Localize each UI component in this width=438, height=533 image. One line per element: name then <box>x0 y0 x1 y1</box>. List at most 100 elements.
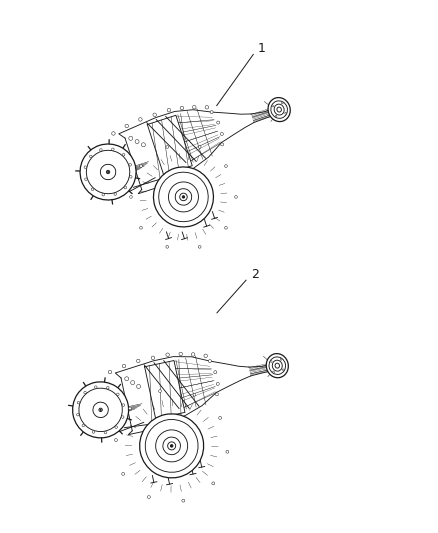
Ellipse shape <box>125 124 128 128</box>
Ellipse shape <box>80 144 136 200</box>
Ellipse shape <box>163 437 180 455</box>
Ellipse shape <box>112 132 115 135</box>
Ellipse shape <box>166 353 170 357</box>
Ellipse shape <box>272 105 273 107</box>
Ellipse shape <box>112 148 114 150</box>
Ellipse shape <box>215 393 219 396</box>
Ellipse shape <box>205 106 208 109</box>
Ellipse shape <box>175 189 192 205</box>
Ellipse shape <box>148 496 150 498</box>
Ellipse shape <box>137 359 140 363</box>
Ellipse shape <box>79 388 122 432</box>
Ellipse shape <box>82 424 85 427</box>
Ellipse shape <box>274 104 284 115</box>
Ellipse shape <box>225 165 227 167</box>
Ellipse shape <box>100 164 116 180</box>
Ellipse shape <box>272 360 282 371</box>
Ellipse shape <box>122 154 125 156</box>
Ellipse shape <box>210 110 213 114</box>
Ellipse shape <box>141 143 145 147</box>
Ellipse shape <box>277 107 281 112</box>
Ellipse shape <box>180 106 184 110</box>
Ellipse shape <box>125 377 129 381</box>
Ellipse shape <box>100 409 101 410</box>
Ellipse shape <box>275 115 277 117</box>
Ellipse shape <box>220 133 223 135</box>
Ellipse shape <box>129 407 131 410</box>
Ellipse shape <box>153 167 213 227</box>
Ellipse shape <box>282 102 283 104</box>
Ellipse shape <box>217 121 220 124</box>
Ellipse shape <box>99 408 102 411</box>
Ellipse shape <box>131 381 134 385</box>
Ellipse shape <box>106 171 110 174</box>
Ellipse shape <box>204 354 208 358</box>
Ellipse shape <box>266 353 288 378</box>
Ellipse shape <box>168 442 176 450</box>
Ellipse shape <box>84 166 87 168</box>
Ellipse shape <box>107 172 109 173</box>
Ellipse shape <box>198 146 201 148</box>
Ellipse shape <box>86 150 130 193</box>
Ellipse shape <box>122 404 124 406</box>
Ellipse shape <box>130 196 132 198</box>
Ellipse shape <box>166 146 169 148</box>
Ellipse shape <box>95 386 97 389</box>
Ellipse shape <box>198 246 201 248</box>
Ellipse shape <box>235 196 237 198</box>
Ellipse shape <box>275 363 279 368</box>
Ellipse shape <box>280 358 282 360</box>
Ellipse shape <box>271 101 287 118</box>
Ellipse shape <box>121 416 124 418</box>
Ellipse shape <box>216 383 219 385</box>
Ellipse shape <box>135 140 139 143</box>
Ellipse shape <box>219 416 222 419</box>
Ellipse shape <box>89 155 92 158</box>
Ellipse shape <box>193 106 196 109</box>
Ellipse shape <box>140 165 142 167</box>
Text: 2: 2 <box>251 269 259 281</box>
Ellipse shape <box>225 227 227 229</box>
Ellipse shape <box>130 175 132 178</box>
Ellipse shape <box>169 182 198 212</box>
Ellipse shape <box>129 136 133 140</box>
Ellipse shape <box>77 401 80 404</box>
Ellipse shape <box>140 227 142 229</box>
Ellipse shape <box>182 196 185 198</box>
Ellipse shape <box>151 356 155 360</box>
Ellipse shape <box>159 172 208 222</box>
Ellipse shape <box>92 431 95 433</box>
Ellipse shape <box>182 499 185 502</box>
Ellipse shape <box>122 472 124 475</box>
Ellipse shape <box>221 143 224 146</box>
Ellipse shape <box>272 371 274 373</box>
Ellipse shape <box>180 193 187 201</box>
Ellipse shape <box>84 391 86 394</box>
Ellipse shape <box>114 439 117 441</box>
Ellipse shape <box>106 386 109 389</box>
Ellipse shape <box>77 414 79 416</box>
Ellipse shape <box>167 108 171 112</box>
Ellipse shape <box>137 384 141 389</box>
Ellipse shape <box>283 369 284 371</box>
Ellipse shape <box>102 193 105 196</box>
Ellipse shape <box>191 353 195 356</box>
Ellipse shape <box>155 430 187 462</box>
Ellipse shape <box>129 164 131 166</box>
Ellipse shape <box>214 370 217 374</box>
Ellipse shape <box>140 414 204 478</box>
Ellipse shape <box>99 149 102 151</box>
Ellipse shape <box>268 98 290 122</box>
Ellipse shape <box>104 431 107 434</box>
Ellipse shape <box>85 178 87 181</box>
Ellipse shape <box>124 187 127 189</box>
Ellipse shape <box>114 193 117 196</box>
Ellipse shape <box>91 188 94 190</box>
Ellipse shape <box>269 357 286 375</box>
Ellipse shape <box>179 352 183 356</box>
Ellipse shape <box>73 382 129 438</box>
Ellipse shape <box>159 390 162 392</box>
Ellipse shape <box>122 364 126 368</box>
Ellipse shape <box>226 450 229 453</box>
Ellipse shape <box>117 393 119 395</box>
